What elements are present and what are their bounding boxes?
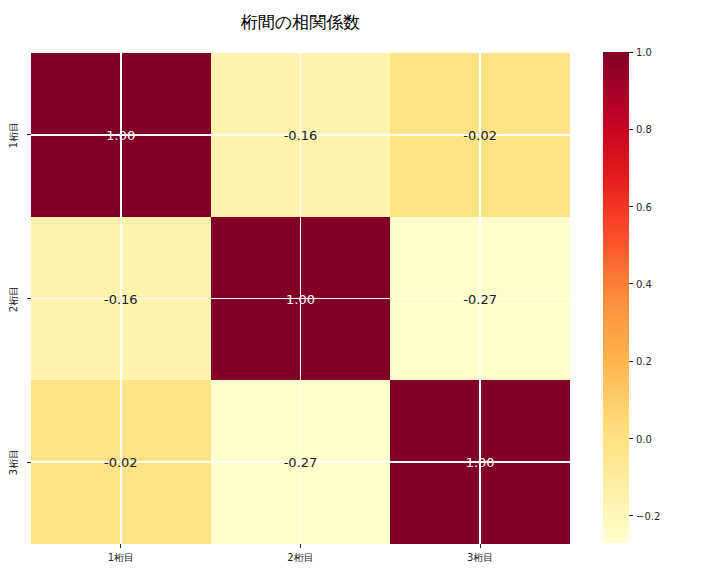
x-tick-label: 1桁目 <box>108 551 134 565</box>
colorbar-tick-label: 0.6 <box>636 201 652 212</box>
cell-annotation: -0.02 <box>104 455 138 470</box>
y-tick-label: 2桁目 <box>7 285 21 311</box>
y-tick-mark <box>27 298 31 299</box>
x-tick-label: 3桁目 <box>467 551 493 565</box>
colorbar-tick-label: 0.4 <box>636 278 652 289</box>
cell-annotation: -0.16 <box>104 291 138 306</box>
colorbar <box>603 52 629 543</box>
cell-annotation: 1.00 <box>106 127 135 142</box>
colorbar-tick-mark <box>629 129 633 130</box>
cell-annotation: -0.16 <box>284 127 318 142</box>
y-tick-mark <box>27 134 31 135</box>
colorbar-tick-label: 0.0 <box>636 433 652 444</box>
x-tick-mark <box>480 544 481 548</box>
x-tick-label: 2桁目 <box>287 551 313 565</box>
y-tick-label: 3桁目 <box>7 449 21 475</box>
colorbar-tick-mark <box>629 52 633 53</box>
colorbar-tick-mark <box>629 206 633 207</box>
figure-root: 桁間の相関係数 1.00 -0.16 -0.02 -0.16 1.00 -0.27 -0.0… <box>0 0 720 576</box>
colorbar-tick-mark <box>629 361 633 362</box>
colorbar-tick-mark <box>629 438 633 439</box>
colorbar-tick-label: 0.2 <box>636 356 652 367</box>
cell-annotation: -0.02 <box>463 127 497 142</box>
x-tick-mark <box>120 544 121 548</box>
y-tick-label: 1桁目 <box>7 122 21 148</box>
colorbar-tick-mark <box>629 283 633 284</box>
heatmap-grid: 1.00 -0.16 -0.02 -0.16 1.00 -0.27 -0.02 -0.27 1.… <box>31 53 570 544</box>
colorbar-tick-mark <box>629 515 633 516</box>
colorbar-tick-label: −0.2 <box>636 510 660 521</box>
cell-annotation: -0.27 <box>284 455 318 470</box>
chart-title: 桁間の相関係数 <box>31 11 570 34</box>
x-tick-mark <box>300 544 301 548</box>
y-tick-mark <box>27 462 31 463</box>
cell-annotation: 1.00 <box>466 455 495 470</box>
cell-annotation: -0.27 <box>463 291 497 306</box>
colorbar-tick-label: 1.0 <box>636 47 652 58</box>
colorbar-tick-label: 0.8 <box>636 124 652 135</box>
cell-annotation: 1.00 <box>286 291 315 306</box>
